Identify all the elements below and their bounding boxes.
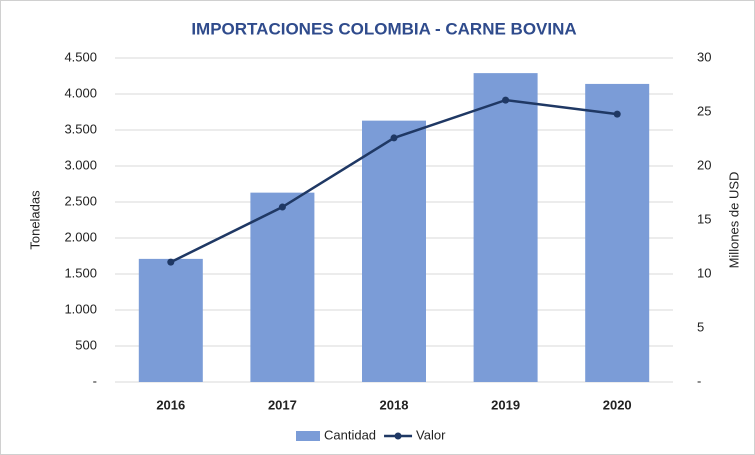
y2-tick-label: 30 [697, 49, 711, 64]
y-tick-label: 2.500 [64, 193, 97, 208]
y2-tick-label: 10 [697, 265, 711, 280]
line-point [390, 134, 398, 142]
y2-axis-title: Millones de USD [726, 172, 741, 269]
y-tick-label: 4.000 [64, 85, 97, 100]
y-tick-label: - [93, 373, 97, 388]
line-point [167, 258, 175, 266]
legend-label: Valor [416, 427, 446, 442]
x-tick-label: 2019 [491, 397, 520, 412]
y-tick-label: 500 [75, 337, 97, 352]
bar [138, 258, 203, 382]
line-point [502, 96, 510, 104]
line-point [613, 110, 621, 118]
x-tick-label: 2018 [380, 397, 409, 412]
y-tick-label: 1.500 [64, 265, 97, 280]
y2-tick-label: 15 [697, 211, 711, 226]
bar [362, 120, 426, 382]
legend-swatch-point [394, 432, 402, 440]
chart-title: IMPORTACIONES COLOMBIA - CARNE BOVINA [191, 19, 576, 38]
y2-tick-label: 20 [697, 157, 711, 172]
y-tick-label: 1.000 [64, 301, 97, 316]
x-tick-label: 2016 [156, 397, 185, 412]
y2-tick-label: - [697, 373, 701, 388]
line-point [278, 203, 286, 211]
y-axis-title: Toneladas [27, 190, 42, 250]
y-tick-label: 3.000 [64, 157, 97, 172]
x-tick-label: 2017 [268, 397, 297, 412]
y2-tick-label: 25 [697, 103, 711, 118]
bar [473, 73, 538, 383]
legend-label: Cantidad [324, 427, 376, 442]
y-tick-label: 2.000 [64, 229, 97, 244]
y-tick-label: 3.500 [64, 121, 97, 136]
x-tick-label: 2020 [603, 397, 632, 412]
legend-swatch [296, 431, 320, 441]
y2-tick-label: 5 [697, 319, 704, 334]
bar [250, 192, 315, 382]
bar [585, 83, 650, 383]
y-tick-label: 4.500 [64, 49, 97, 64]
